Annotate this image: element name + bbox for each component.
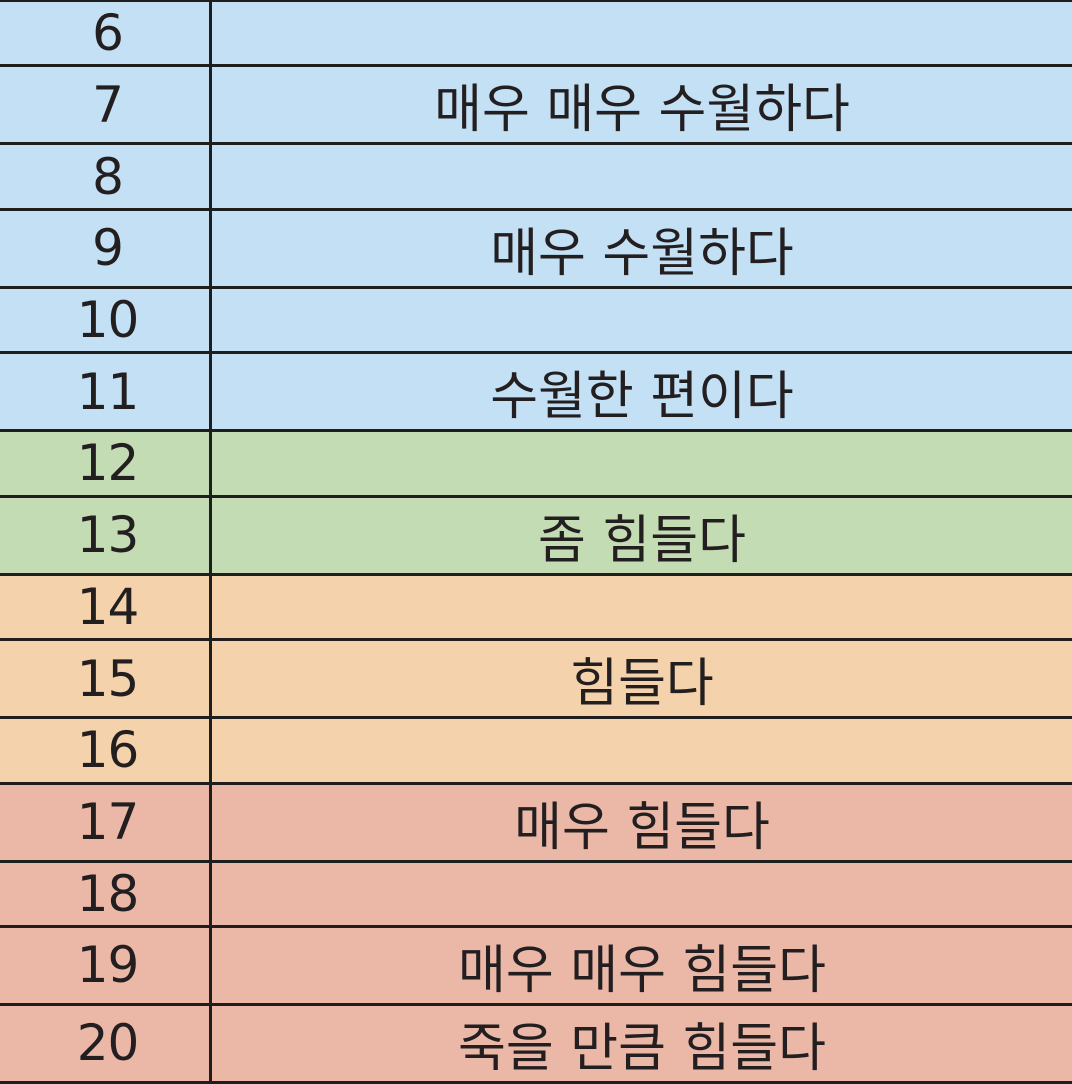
scale-row-14: 14 <box>0 572 1072 639</box>
scale-description: 매우 수월하다 <box>490 223 794 284</box>
scale-number: 19 <box>0 927 212 1003</box>
scale-description <box>212 719 1072 781</box>
scale-row-13: 13 좀 힘들다 <box>0 494 1072 573</box>
scale-description <box>212 863 1072 925</box>
scale-number: 20 <box>0 1005 212 1081</box>
scale-number: 7 <box>0 67 212 143</box>
scale-description <box>212 289 1072 351</box>
scale-description <box>212 576 1072 638</box>
scale-row-10: 10 <box>0 285 1072 352</box>
scale-row-7: 7 매우 매우 수월하다 <box>0 64 1072 143</box>
scale-number: 10 <box>0 288 212 352</box>
scale-description <box>212 145 1072 207</box>
scale-number: 17 <box>0 784 212 860</box>
scale-number: 9 <box>0 210 212 286</box>
scale-description: 매우 매우 힘들다 <box>458 940 826 1001</box>
scale-description: 힘들다 <box>570 654 714 715</box>
scale-description <box>212 2 1072 64</box>
scale-description: 매우 힘들다 <box>514 797 770 858</box>
scale-number: 14 <box>0 575 212 639</box>
scale-description: 매우 매우 수월하다 <box>434 80 850 141</box>
scale-row-8: 8 <box>0 142 1072 208</box>
scale-number: 8 <box>0 145 212 208</box>
scale-row-18: 18 <box>0 859 1072 925</box>
scale-description: 죽을 만큼 힘들다 <box>458 1018 826 1079</box>
scale-row-19: 19 매우 매우 힘들다 <box>0 924 1072 1003</box>
scale-number: 15 <box>0 641 212 717</box>
scale-row-11: 11 수월한 편이다 <box>0 351 1072 430</box>
scale-number: 18 <box>0 862 212 925</box>
scale-row-17: 17 매우 힘들다 <box>0 781 1072 860</box>
scale-number: 11 <box>0 354 212 430</box>
scale-description: 좀 힘들다 <box>538 510 746 571</box>
scale-description: 수월한 편이다 <box>490 367 794 428</box>
scale-row-16: 16 <box>0 716 1072 782</box>
scale-row-9: 9 매우 수월하다 <box>0 207 1072 286</box>
scale-row-6: 6 <box>0 0 1072 65</box>
scale-number: 16 <box>0 719 212 782</box>
scale-number: 13 <box>0 497 212 573</box>
scale-row-12: 12 <box>0 429 1072 495</box>
scale-number: 6 <box>0 2 212 65</box>
scale-number: 12 <box>0 432 212 495</box>
scale-row-20: 20 죽을 만큼 힘들다 <box>0 1002 1072 1081</box>
scale-row-15: 15 힘들다 <box>0 638 1072 717</box>
scale-description <box>212 432 1072 494</box>
